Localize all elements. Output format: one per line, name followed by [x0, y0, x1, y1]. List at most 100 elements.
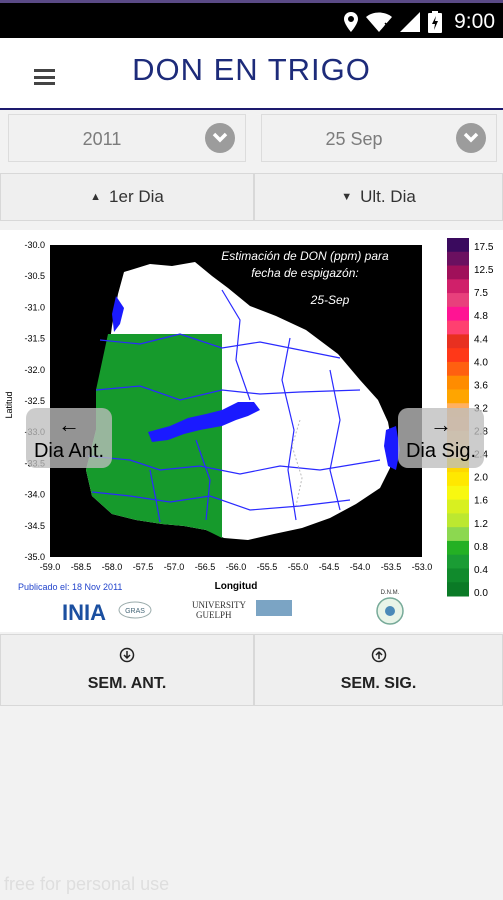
app-bar: DON EN TRIGO [0, 38, 503, 110]
lon-tick-label: -57.0 [164, 562, 185, 572]
legend-value-label: 0.0 [474, 588, 488, 599]
legend-swatch [447, 389, 469, 404]
legend-swatch [447, 513, 469, 528]
lon-tick-label: -58.5 [71, 562, 92, 572]
next-week-button[interactable]: SEM. SIG. [254, 634, 503, 706]
legend-swatch [447, 485, 469, 501]
lon-tick-label: -55.5 [257, 562, 278, 572]
lat-tick-label: -35.0 [24, 552, 45, 562]
legend-value-label: 4.4 [474, 334, 488, 345]
legend-swatch [447, 279, 469, 294]
legend-swatch [447, 251, 469, 267]
prev-week-button[interactable]: SEM. ANT. [0, 634, 254, 706]
legend-swatch [447, 472, 469, 487]
location-icon [344, 12, 359, 32]
lon-tick-label: -53.0 [412, 562, 433, 572]
lat-tick-label: -31.0 [24, 302, 45, 312]
lat-tick-label: -32.0 [24, 365, 45, 375]
x-axis-label: Longitud [215, 581, 258, 592]
date-spinner[interactable]: 25 Sep [261, 114, 497, 162]
legend-swatch [447, 334, 469, 349]
first-day-button[interactable]: ▲ 1er Dia [0, 173, 254, 221]
legend-value-label: 3.2 [474, 403, 488, 414]
gras-logo [118, 601, 152, 619]
triangle-up-icon: ▲ [90, 191, 102, 203]
lat-tick-label: -34.5 [24, 521, 45, 531]
legend-swatch [447, 265, 469, 280]
legend-value-label: 3.6 [474, 380, 488, 391]
legend-swatch [447, 320, 469, 335]
guelph-logo-line1: UNIVERSITY [192, 600, 246, 610]
legend-value-label: 4.8 [474, 311, 488, 322]
year-value: 2011 [82, 129, 122, 149]
arrow-left-icon: ← [58, 412, 80, 437]
lon-tick-label: -55.0 [288, 562, 309, 572]
gras-logo-text: GRAS [125, 608, 145, 615]
legend-swatch [447, 554, 469, 569]
legend-value-label: 0.8 [474, 542, 488, 553]
arrow-up-circle-icon [255, 647, 502, 663]
don-map: Estimación de DON (ppm) para fecha de es… [0, 230, 503, 632]
status-icons: 9:00 [344, 9, 495, 35]
dnm-logo-text: D.N.M. [381, 590, 400, 596]
last-day-label: Ult. Dia [360, 187, 416, 206]
watermark: free for personal use [4, 874, 170, 894]
chevron-down-icon [205, 123, 235, 153]
legend-swatch [447, 306, 469, 322]
battery-icon [428, 11, 443, 33]
dinb-logo [256, 600, 292, 616]
prev-week-label: SEM. ANT. [87, 675, 167, 692]
map-title-line3: 25-Sep [310, 293, 350, 307]
date-value: 25 Sep [325, 129, 383, 149]
first-day-label: 1er Dia [109, 187, 164, 206]
lon-tick-label: -56.0 [226, 562, 247, 572]
legend-swatch [447, 499, 469, 514]
don-map-image: Estimación de DON (ppm) para fecha de es… [4, 238, 494, 625]
published-date: Publicado el: 18 Nov 2011 [18, 582, 122, 592]
next-week-label: SEM. SIG. [340, 675, 417, 692]
signal-icon [400, 12, 421, 32]
arrow-down-circle-icon [1, 647, 253, 663]
next-day-button[interactable]: → Dia Sig. [398, 408, 484, 468]
legend-swatch [447, 293, 469, 308]
last-day-button[interactable]: ▼ Ult. Dia [254, 173, 503, 221]
lat-tick-label: -34.0 [24, 490, 45, 500]
legend-value-label: 0.4 [474, 565, 488, 576]
prev-day-button[interactable]: ← Dia Ant. [26, 408, 112, 468]
legend-swatch [447, 361, 469, 377]
legend-value-label: 2.0 [474, 473, 488, 484]
triangle-down-icon: ▼ [341, 191, 353, 203]
wifi-icon [366, 12, 393, 32]
lat-tick-label: -31.5 [24, 334, 45, 344]
legend-swatch [447, 582, 469, 597]
lat-tick-label: -30.5 [24, 271, 45, 281]
clock: 9:00 [454, 10, 495, 33]
inia-logo: INIA [62, 600, 106, 625]
status-bar: 9:00 [0, 0, 503, 38]
legend-swatch [447, 238, 469, 253]
legend-value-label: 1.2 [474, 519, 488, 530]
map-title-line1: Estimación de DON (ppm) para [221, 249, 389, 263]
legend-swatch [447, 568, 469, 583]
lon-tick-label: -53.5 [381, 562, 402, 572]
lon-tick-label: -57.5 [133, 562, 154, 572]
lon-tick-label: -54.5 [319, 562, 340, 572]
app-title: DON EN TRIGO [132, 52, 371, 87]
hamburger-menu-icon[interactable] [34, 69, 55, 85]
guelph-logo-line2: GUELPH [196, 610, 232, 620]
lon-tick-label: -58.0 [102, 562, 123, 572]
lon-tick-label: -54.0 [350, 562, 371, 572]
arrow-right-icon: → [430, 412, 452, 437]
legend-swatch [447, 527, 469, 542]
prev-day-label: Dia Ant. [33, 440, 105, 462]
legend-swatch [447, 348, 469, 363]
lat-tick-label: -30.0 [24, 240, 45, 250]
legend-value-label: 4.0 [474, 357, 488, 368]
year-spinner[interactable]: 2011 [8, 114, 246, 162]
legend-swatch [447, 540, 469, 556]
legend-value-label: 17.5 [474, 242, 494, 253]
map-title-line2: fecha de espigazón: [251, 266, 358, 280]
lat-tick-label: -32.5 [24, 396, 45, 406]
y-axis-label: Latitud [4, 391, 14, 418]
chevron-down-icon [456, 123, 486, 153]
